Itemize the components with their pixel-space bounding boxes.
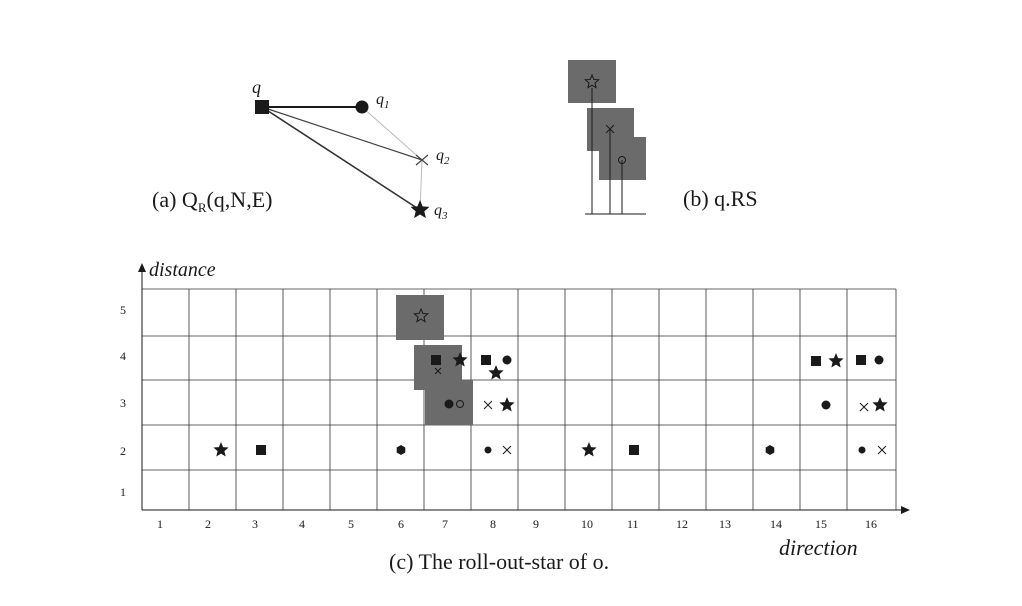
star-marker [452,352,468,367]
circle-marker [444,399,454,409]
x-tick-5: 5 [348,517,354,531]
square-marker [856,355,866,365]
circle-marker [858,446,866,454]
x-tick-12: 12 [676,517,688,531]
y-axis-arrow-icon [138,263,146,272]
circle-marker [821,400,831,410]
x-tick-10: 10 [581,517,593,531]
y-tick-3: 3 [120,396,126,410]
star-marker [499,397,515,412]
x-tick-15: 15 [815,517,827,531]
cross-marker [483,400,493,410]
cross-marker [502,445,512,455]
hexagon-marker [396,445,406,455]
star-marker [213,442,229,457]
x-tick-8: 8 [490,517,496,531]
caption-a: (a) QR(q,N,E) [152,187,272,215]
rs-open-star-icon [584,73,600,89]
panel-b: (b) q.RS [568,60,758,215]
y-tick-5: 5 [120,303,126,317]
cross-marker [859,402,869,412]
circle-marker [502,355,512,365]
square-marker [811,356,821,366]
caption-c: (c) The roll-out-star of o. [389,549,609,574]
square-marker [629,445,639,455]
label-q: q [252,77,261,97]
shaded-box-star [396,295,444,340]
square-marker [481,355,491,365]
star-marker [828,353,844,368]
caption-b: (b) q.RS [683,186,758,211]
x-axis-label: direction [779,535,858,560]
x-tick-16: 16 [865,517,877,531]
x-tick-4: 4 [299,517,305,531]
y-tick-4: 4 [120,349,126,363]
circle-marker [874,355,884,365]
node-q3-star [410,200,430,219]
label-q3: q3 [434,202,448,222]
node-q1-circle [355,100,369,114]
square-marker [256,445,266,455]
x-tick-9: 9 [533,517,539,531]
panel-c: distance direction 5 4 3 2 1 1 2 3 4 5 6… [120,259,910,574]
cross-marker [877,445,887,455]
node-q2-cross [415,154,429,166]
hexagon-marker [765,445,775,455]
label-q1: q1 [376,91,390,111]
x-tick-7: 7 [442,517,448,531]
star-marker [488,365,504,380]
y-tick-1: 1 [120,485,126,499]
x-tick-6: 6 [398,517,404,531]
label-q2: q2 [436,147,450,167]
circle-marker [484,446,492,454]
open-circle-marker [456,400,464,408]
x-tick-1: 1 [157,517,163,531]
x-tick-11: 11 [627,517,639,531]
star-marker [581,442,597,457]
y-tick-2: 2 [120,444,126,458]
edge-q1-q2 [361,106,423,161]
cross-marker [434,367,442,375]
rs-cross-icon [605,124,615,134]
star-marker [872,397,888,412]
x-tick-2: 2 [205,517,211,531]
open-star-icon [413,307,429,323]
x-tick-14: 14 [770,517,782,531]
edge-q-q2 [261,106,423,161]
roll-out-grid [142,288,897,510]
panel-a: q q1 q2 q3 (a) QR(q,N,E) [152,77,450,222]
rs-open-circle-icon [618,156,626,164]
edge-q-q3 [261,106,421,211]
square-marker [431,355,441,365]
x-tick-13: 13 [719,517,731,531]
y-axis-label: distance [149,259,216,281]
x-tick-3: 3 [252,517,258,531]
node-q-square [255,100,269,114]
x-axis-arrow-icon [901,506,910,514]
